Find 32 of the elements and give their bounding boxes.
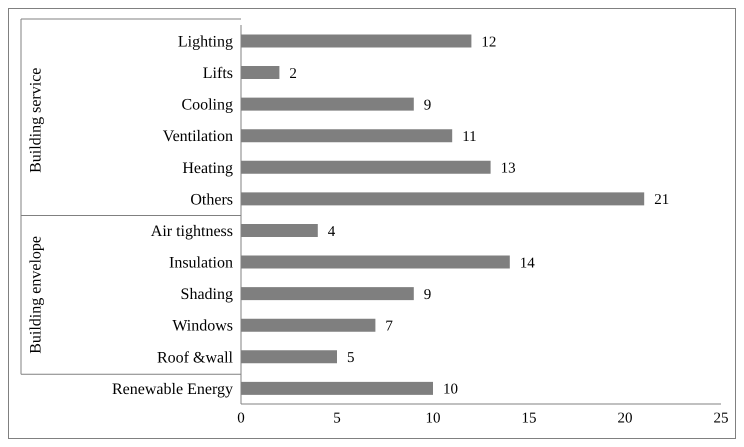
x-tick-label: 0 (237, 410, 245, 427)
data-label: 14 (520, 255, 536, 272)
y-tick-label: Lifts (202, 65, 233, 82)
data-label: 9 (424, 97, 432, 114)
data-label: 2 (289, 66, 297, 82)
y-tick-label: Roof &wall (157, 349, 234, 366)
y-tick-label: Others (190, 191, 233, 208)
data-label: 9 (424, 286, 432, 303)
x-tick-label: 20 (618, 410, 632, 427)
x-tick-label: 5 (333, 410, 341, 427)
y-tick-label: Renewable Energy (112, 380, 233, 398)
y-tick-label: Insulation (169, 254, 233, 272)
data-label: 12 (481, 34, 496, 50)
y-tick-label: Air tightness (150, 222, 233, 240)
data-label: 11 (462, 129, 477, 146)
y-tick-label: Shading (180, 286, 233, 304)
text: Building envelope (28, 236, 45, 354)
data-label: 4 (328, 224, 336, 240)
data-label: 7 (385, 318, 394, 335)
x-tick-label: 10 (426, 410, 440, 427)
data-label: 13 (500, 160, 516, 177)
text: Building service (28, 68, 45, 173)
y-tick-label: Ventilation (162, 128, 233, 146)
y-tick-label: Lighting (178, 33, 233, 50)
x-tick-label: 15 (522, 410, 536, 427)
y-tick-label: Heating (182, 160, 233, 177)
data-label: 10 (443, 382, 458, 398)
data-label: 5 (347, 350, 354, 366)
y-tick-label: Cooling (181, 96, 233, 114)
data-label: 21 (654, 192, 670, 208)
y-tick-label: Windows (172, 318, 233, 335)
x-tick-label: 25 (714, 410, 728, 427)
